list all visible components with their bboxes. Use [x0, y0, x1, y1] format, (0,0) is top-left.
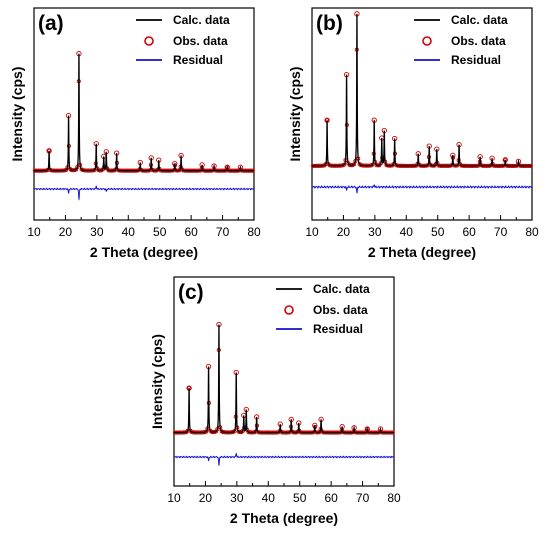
- panel-label: (c): [178, 281, 204, 304]
- panel-label: (a): [38, 12, 64, 35]
- x-tick-label: 30: [230, 491, 244, 505]
- x-tick-label: 40: [122, 225, 136, 239]
- legend-label-residual: Residual: [173, 53, 223, 67]
- y-axis-label: Intensity (cps): [287, 67, 303, 162]
- x-tick-label: 70: [356, 491, 370, 505]
- chart-panel: 10 20 30 40 50 60 70 80 2 Theta (degree) Intensit…: [149, 276, 401, 526]
- x-tick-label: 50: [153, 225, 167, 239]
- x-tick-label: 10: [305, 225, 319, 239]
- x-tick-label: 60: [324, 491, 338, 505]
- residual-line: [33, 185, 255, 201]
- legend-label-calc: Calc. data: [313, 282, 370, 296]
- obs-point: [342, 162, 347, 167]
- legend-label-obs: Obs. data: [451, 34, 506, 48]
- chart-panel: 10 20 30 40 50 60 70 80 2 Theta (degree) Intensit…: [287, 7, 539, 260]
- x-tick-label: 30: [368, 225, 382, 239]
- legend-label-residual: Residual: [313, 322, 363, 336]
- x-tick-label: 40: [400, 225, 414, 239]
- x-tick-label: 70: [216, 225, 230, 239]
- x-tick-label: 60: [462, 225, 476, 239]
- x-tick-label: 20: [59, 225, 73, 239]
- x-tick-label: 70: [494, 225, 508, 239]
- legend-swatch-obs: [144, 36, 154, 46]
- legend-label-obs: Obs. data: [173, 34, 228, 48]
- x-tick-label: 10: [167, 491, 181, 505]
- residual-line: [173, 452, 395, 467]
- x-axis-label: 2 Theta (degree): [90, 244, 198, 260]
- residual-line: [311, 184, 533, 194]
- x-tick-label: 50: [293, 491, 307, 505]
- legend-swatch-obs: [284, 305, 294, 315]
- panel-label: (b): [316, 12, 343, 35]
- y-axis-label: Intensity (cps): [9, 67, 25, 162]
- chart-panel: 10 20 30 40 50 60 70 80 2 Theta (degree) Intensit…: [9, 7, 261, 260]
- obs-data-series: [32, 51, 255, 173]
- legend-swatch-obs: [422, 36, 432, 46]
- x-axis-label: 2 Theta (degree): [368, 244, 476, 260]
- obs-data-series: [172, 321, 395, 435]
- legend-label-calc: Calc. data: [451, 13, 508, 27]
- x-tick-label: 30: [90, 225, 104, 239]
- legend-label-residual: Residual: [451, 53, 501, 67]
- x-tick-label: 10: [27, 225, 41, 239]
- x-tick-label: 20: [337, 225, 351, 239]
- x-tick-label: 80: [525, 225, 539, 239]
- legend-label-calc: Calc. data: [173, 13, 230, 27]
- x-tick-label: 20: [199, 491, 213, 505]
- x-tick-label: 80: [247, 225, 261, 239]
- x-tick-label: 40: [262, 491, 276, 505]
- obs-point: [370, 162, 375, 167]
- x-tick-label: 80: [387, 491, 401, 505]
- obs-point: [351, 162, 357, 167]
- y-axis-label: Intensity (cps): [149, 334, 165, 429]
- calc-data-line: [34, 53, 254, 172]
- legend-label-obs: Obs. data: [313, 303, 368, 317]
- x-axis-label: 2 Theta (degree): [230, 510, 338, 526]
- x-tick-label: 60: [184, 225, 198, 239]
- calc-data-line: [174, 324, 394, 434]
- calc-data-line: [312, 13, 532, 167]
- x-tick-label: 50: [431, 225, 445, 239]
